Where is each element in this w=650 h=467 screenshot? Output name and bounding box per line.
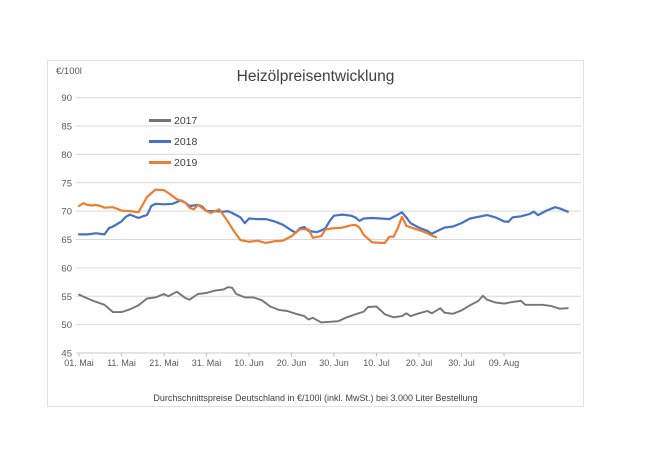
legend-item-2017: 2017	[149, 110, 197, 131]
svg-text:20. Jul: 20. Jul	[406, 358, 433, 368]
chart-title: Heizölpreisentwicklung	[236, 68, 395, 85]
y-axis-unit-label: €/100l	[56, 66, 82, 77]
svg-text:80: 80	[61, 150, 72, 161]
svg-text:75: 75	[61, 178, 72, 189]
line-chart-plot-area: 45 50 55 60 65 70 75 80 85 90 01. Mai 11. Mai 21. Ma…	[61, 93, 581, 368]
chart-legend: 2017 2018 2019	[149, 110, 197, 173]
chart-footnote: Durchschnittspreise Deutschland in €/100…	[153, 393, 478, 403]
legend-line-sample-2018	[149, 140, 171, 143]
svg-text:55: 55	[61, 292, 72, 303]
legend-label-2018: 2018	[174, 135, 198, 148]
svg-text:31. Mai: 31. Mai	[192, 358, 222, 368]
svg-text:50: 50	[61, 320, 72, 331]
svg-text:70: 70	[61, 207, 72, 218]
legend-line-sample-2017	[149, 119, 171, 122]
legend-label-2017: 2017	[174, 114, 198, 127]
svg-text:90: 90	[61, 93, 72, 104]
svg-text:11. Mai: 11. Mai	[107, 358, 136, 368]
svg-text:85: 85	[61, 122, 72, 133]
svg-text:45: 45	[61, 349, 72, 360]
svg-text:30. Jul: 30. Jul	[448, 358, 475, 368]
line-chart: 45 50 55 60 65 70 75 80 85 90 01. Mai 11. Mai 21. Ma…	[47, 60, 584, 407]
svg-text:10. Jul: 10. Jul	[363, 358, 390, 368]
svg-text:21. Mai: 21. Mai	[149, 358, 179, 368]
legend-line-sample-2019	[149, 161, 171, 164]
svg-text:20. Jun: 20. Jun	[277, 358, 307, 368]
svg-text:60: 60	[61, 263, 72, 274]
legend-item-2018: 2018	[149, 131, 197, 152]
svg-text:09. Aug: 09. Aug	[489, 358, 520, 368]
legend-label-2019: 2019	[174, 156, 198, 169]
svg-text:10. Jun: 10. Jun	[234, 358, 264, 368]
svg-text:65: 65	[61, 235, 72, 246]
svg-text:01. Mai: 01. Mai	[64, 358, 94, 368]
legend-item-2019: 2019	[149, 152, 197, 173]
svg-text:30. Jun: 30. Jun	[319, 358, 349, 368]
